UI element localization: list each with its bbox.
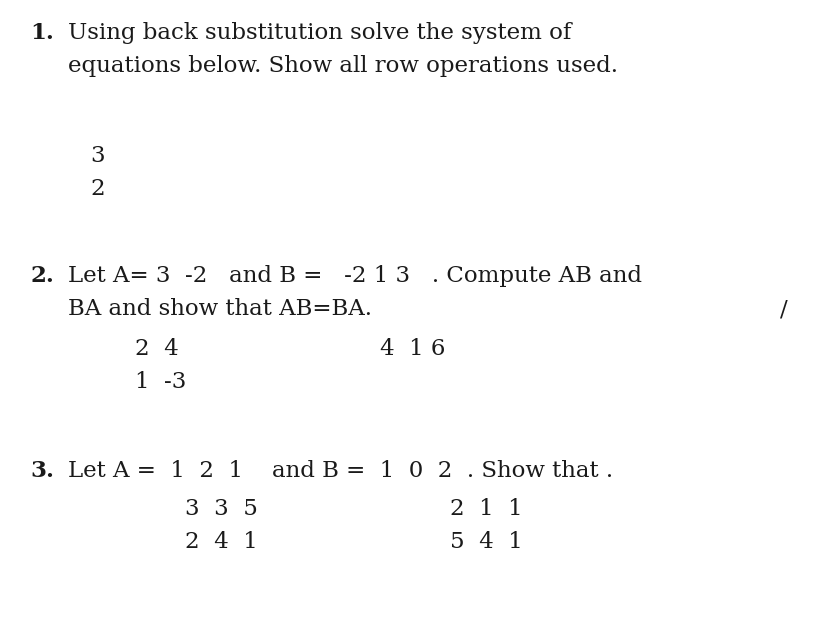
Text: BA and show that AB=BA.: BA and show that AB=BA. (68, 298, 371, 320)
Text: 3  3  5: 3 3 5 (184, 498, 257, 520)
Text: Let A =  1  2  1    and B =  1  0  2  . Show that .: Let A = 1 2 1 and B = 1 0 2 . Show that … (68, 460, 612, 482)
Text: 3: 3 (90, 145, 104, 167)
Text: 5  4  1: 5 4 1 (449, 531, 522, 553)
Text: 1.: 1. (30, 22, 54, 44)
Text: 2  4  1: 2 4 1 (184, 531, 257, 553)
Text: 4  1 6: 4 1 6 (380, 338, 445, 360)
Text: 1  -3: 1 -3 (135, 371, 186, 393)
Text: equations below. Show all row operations used.: equations below. Show all row operations… (68, 55, 617, 77)
Text: 3.: 3. (30, 460, 54, 482)
Text: Using back substitution solve the system of: Using back substitution solve the system… (68, 22, 571, 44)
Text: 2  4: 2 4 (135, 338, 179, 360)
Text: 2  1  1: 2 1 1 (449, 498, 522, 520)
Text: /: / (779, 298, 786, 320)
Text: 2.: 2. (30, 265, 54, 287)
Text: Let A= 3  -2   and B =   -2 1 3   . Compute AB and: Let A= 3 -2 and B = -2 1 3 . Compute AB … (68, 265, 641, 287)
Text: 2: 2 (90, 178, 104, 200)
